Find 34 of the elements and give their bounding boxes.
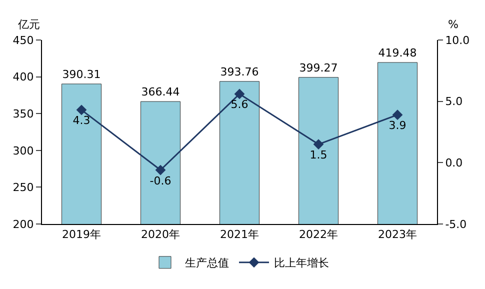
y2-tick-label: -5.0 bbox=[445, 218, 467, 231]
y-tick-label: 200 bbox=[12, 218, 34, 231]
y2-tick-label: 10.0 bbox=[445, 34, 470, 47]
y-tick-label: 400 bbox=[12, 70, 34, 84]
data-label: -0.6 bbox=[150, 174, 172, 188]
x-tick-label: 2020年 bbox=[141, 228, 180, 242]
data-label: 366.44 bbox=[141, 86, 180, 98]
y-tick-label: 350 bbox=[12, 107, 34, 120]
y-tick-label: 300 bbox=[12, 144, 34, 158]
y-tick-label: 450 bbox=[12, 34, 34, 47]
y2-tick-label: 5.0 bbox=[445, 95, 463, 108]
point bbox=[392, 110, 403, 120]
legend-label: 生产总值 bbox=[185, 256, 229, 270]
data-label: 5.6 bbox=[230, 98, 248, 112]
y2-tick-label: 0.0 bbox=[445, 156, 463, 170]
data-label: 393.76 bbox=[220, 65, 259, 78]
y-axis-title: 亿元 bbox=[17, 18, 40, 31]
data-label: 4.3 bbox=[72, 114, 90, 128]
data-label: 390.31 bbox=[62, 68, 101, 81]
x-tick-label: 2021年 bbox=[220, 228, 259, 242]
legend-label: 比上年增长 bbox=[274, 256, 329, 270]
data-label: 419.48 bbox=[378, 46, 417, 60]
y2-axis-title: % bbox=[448, 18, 458, 31]
x-tick-label: 2022年 bbox=[299, 228, 338, 242]
y-tick-label: 250 bbox=[12, 181, 34, 194]
data-label: 399.27 bbox=[299, 61, 338, 74]
point bbox=[313, 139, 324, 150]
point bbox=[155, 164, 166, 176]
data-label: 1.5 bbox=[310, 148, 328, 162]
data-label: 3.9 bbox=[388, 119, 406, 132]
x-tick-label: 2019年 bbox=[62, 228, 101, 242]
point bbox=[234, 88, 245, 100]
point bbox=[76, 104, 87, 116]
x-tick-label: 2023年 bbox=[378, 228, 417, 242]
